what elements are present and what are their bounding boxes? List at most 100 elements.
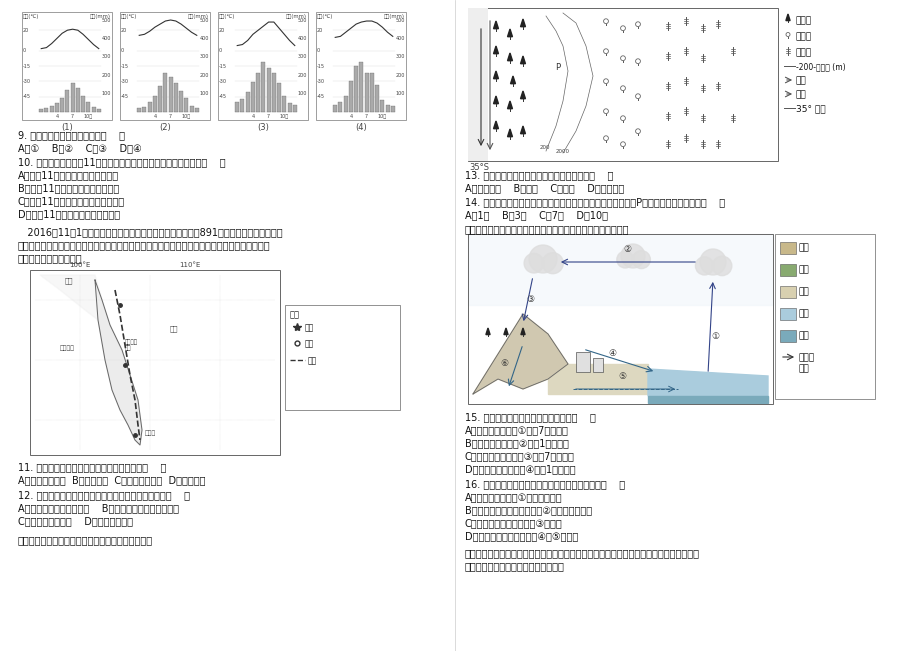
Bar <box>282 96 286 112</box>
Text: 4: 4 <box>251 114 255 119</box>
Text: 400: 400 <box>395 36 404 41</box>
Text: D．开普敦附近：环节④水量1月份较小: D．开普敦附近：环节④水量1月份较小 <box>464 464 575 474</box>
Bar <box>338 102 342 112</box>
Text: 300: 300 <box>101 54 111 59</box>
Text: D．广州11月份温度少雨，适于观察: D．广州11月份温度少雨，适于观察 <box>18 209 120 219</box>
Circle shape <box>541 253 562 273</box>
Circle shape <box>616 251 633 268</box>
Bar <box>158 86 162 112</box>
Text: 针叶林: 针叶林 <box>795 48 811 57</box>
Polygon shape <box>507 129 512 137</box>
Text: 泰国: 泰国 <box>65 277 74 284</box>
Text: 100°E: 100°E <box>69 262 91 268</box>
Text: 500: 500 <box>395 18 404 23</box>
Text: 300: 300 <box>298 54 307 59</box>
Bar <box>380 100 384 112</box>
Text: 10月: 10月 <box>279 114 289 119</box>
Bar <box>344 96 347 112</box>
Text: 南海: 南海 <box>170 325 178 331</box>
Text: 2000: 2000 <box>555 149 570 154</box>
Text: 500: 500 <box>101 18 111 23</box>
Bar <box>184 98 188 112</box>
Text: B．湖亚地区：环节②水量1月份较大: B．湖亚地区：环节②水量1月份较大 <box>464 438 568 448</box>
Text: 降水(mm): 降水(mm) <box>286 14 307 19</box>
Text: 100: 100 <box>298 91 307 96</box>
Bar <box>288 103 291 112</box>
Bar <box>468 8 777 161</box>
Circle shape <box>695 256 713 275</box>
Bar <box>779 242 795 254</box>
Text: -15: -15 <box>317 64 324 68</box>
Text: 岸。据此完成下面小题。: 岸。据此完成下面小题。 <box>18 253 83 263</box>
Text: 13. 导致图示地区植被分布变化的主导因素是（    ）: 13. 导致图示地区植被分布变化的主导因素是（ ） <box>464 170 613 180</box>
Text: -45: -45 <box>23 94 31 99</box>
Bar <box>779 308 795 320</box>
Bar <box>148 102 152 112</box>
Text: 10. 广州亚运会选择在11月份举办，从气象的角度看，主要是因为（    ）: 10. 广州亚运会选择在11月份举办，从气象的角度看，主要是因为（ ） <box>18 157 225 167</box>
Bar <box>385 105 389 112</box>
Circle shape <box>711 256 731 275</box>
Bar <box>369 74 373 112</box>
Text: 图例: 图例 <box>289 310 300 319</box>
Text: 100: 100 <box>199 91 209 96</box>
Text: 500: 500 <box>199 18 209 23</box>
Text: 7: 7 <box>169 114 172 119</box>
Text: 100: 100 <box>101 91 111 96</box>
Bar <box>285 305 400 410</box>
Text: 4: 4 <box>349 114 352 119</box>
Text: 20: 20 <box>121 28 127 33</box>
Text: 海洋: 海洋 <box>798 331 809 340</box>
Circle shape <box>631 251 650 269</box>
Polygon shape <box>520 91 525 99</box>
Text: 300: 300 <box>199 54 209 59</box>
Bar <box>251 81 255 112</box>
Text: 10月: 10月 <box>182 114 190 119</box>
Polygon shape <box>472 314 567 394</box>
Text: A．东亚地区：环节①水量7月份较小: A．东亚地区：环节①水量7月份较小 <box>464 425 568 435</box>
Bar <box>292 105 297 112</box>
Bar <box>81 96 85 112</box>
Text: B．跨流域调水可以调节环节②水量的季节变化: B．跨流域调水可以调节环节②水量的季节变化 <box>464 505 592 515</box>
Text: 200: 200 <box>199 73 209 77</box>
Bar <box>50 106 53 112</box>
Text: 4: 4 <box>153 114 156 119</box>
Text: 20: 20 <box>317 28 323 33</box>
Text: 常绿林: 常绿林 <box>795 16 811 25</box>
Bar <box>174 83 177 112</box>
Bar <box>60 98 64 112</box>
Text: A．纬度位置    B．洋流    C．地形    D．海陆位置: A．纬度位置 B．洋流 C．地形 D．海陆位置 <box>464 183 624 193</box>
Bar <box>245 92 249 112</box>
Text: 0: 0 <box>121 48 124 53</box>
Text: 20: 20 <box>219 28 225 33</box>
Polygon shape <box>520 328 525 335</box>
Text: 0: 0 <box>23 48 26 53</box>
Text: 岩层: 岩层 <box>798 243 809 252</box>
Bar <box>65 90 69 112</box>
Polygon shape <box>647 396 767 403</box>
Bar <box>189 105 193 112</box>
Bar <box>255 74 260 112</box>
Text: (1): (1) <box>61 123 73 132</box>
Text: 7: 7 <box>267 114 270 119</box>
Polygon shape <box>507 101 512 109</box>
Bar <box>348 81 353 112</box>
Text: 110°E: 110°E <box>179 262 200 268</box>
Text: 气温(℃): 气温(℃) <box>121 14 137 19</box>
Text: D．植树造林可以减少环节④和⑤的水量: D．植树造林可以减少环节④和⑤的水量 <box>464 531 578 541</box>
Text: (3): (3) <box>256 123 268 132</box>
Polygon shape <box>785 14 789 21</box>
Bar <box>315 12 405 120</box>
Text: 20: 20 <box>23 28 29 33</box>
Polygon shape <box>493 21 498 29</box>
Bar <box>179 91 183 112</box>
Text: P: P <box>555 64 560 72</box>
Bar <box>364 74 369 112</box>
Text: 环节: 环节 <box>798 364 809 373</box>
Polygon shape <box>40 275 102 320</box>
Text: 11. 新加坡成为世界上最大的中转港的原因是（    ）: 11. 新加坡成为世界上最大的中转港的原因是（ ） <box>18 462 166 472</box>
Text: 陆地: 陆地 <box>798 287 809 296</box>
Polygon shape <box>507 53 512 61</box>
Text: ②: ② <box>622 245 630 254</box>
Bar <box>333 105 337 112</box>
Bar <box>75 88 80 112</box>
